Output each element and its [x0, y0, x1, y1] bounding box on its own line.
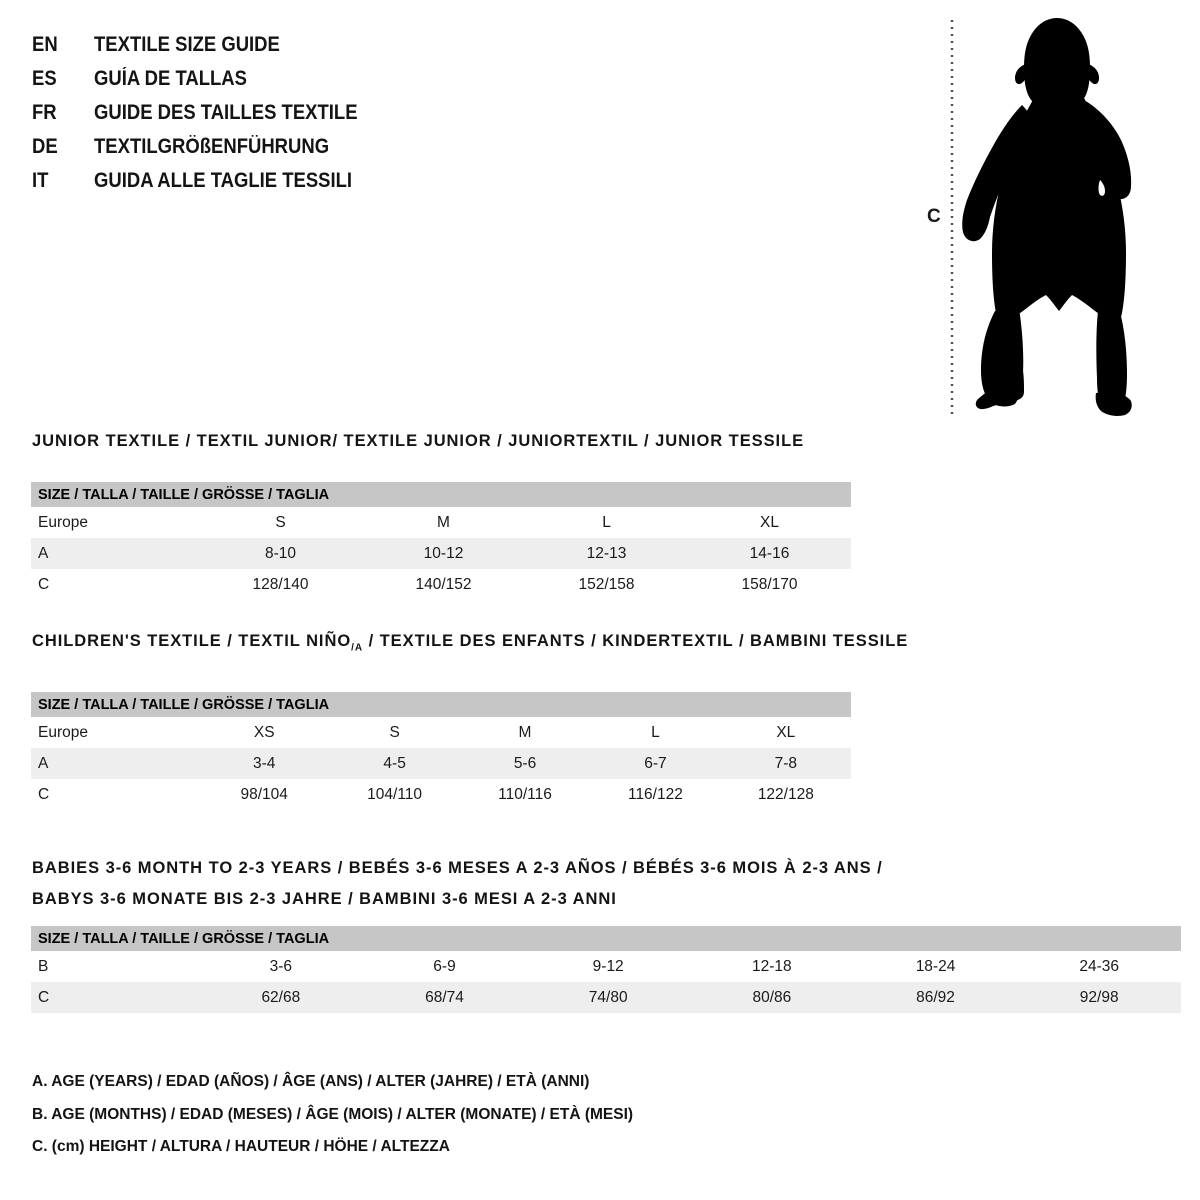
svg-text:C: C — [927, 206, 941, 227]
